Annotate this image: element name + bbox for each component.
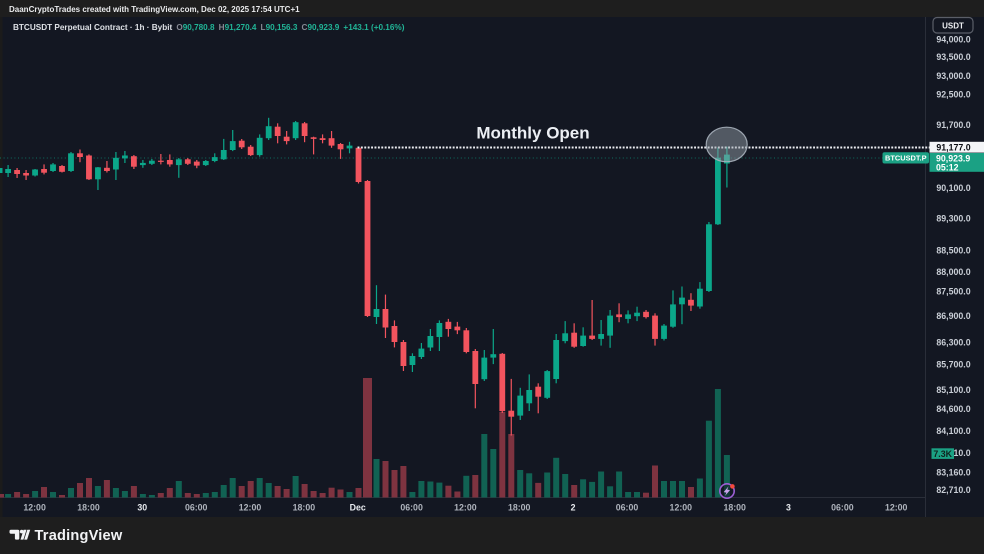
svg-text:93,500.0: 93,500.0 bbox=[936, 52, 970, 62]
svg-text:DaanCryptoTrades created with: DaanCryptoTrades created with TradingVie… bbox=[9, 5, 300, 14]
svg-text:91,177.0: 91,177.0 bbox=[936, 143, 970, 153]
svg-text:06:00: 06:00 bbox=[185, 503, 208, 513]
svg-text:2: 2 bbox=[571, 503, 576, 513]
svg-text:84,600.0: 84,600.0 bbox=[936, 404, 970, 414]
svg-text:Monthly Open: Monthly Open bbox=[476, 124, 589, 143]
svg-text:12:00: 12:00 bbox=[885, 503, 908, 513]
svg-text:85,700.0: 85,700.0 bbox=[936, 359, 970, 369]
svg-text:18:00: 18:00 bbox=[508, 503, 531, 513]
svg-text:12:00: 12:00 bbox=[670, 503, 693, 513]
svg-text:89,300.0: 89,300.0 bbox=[936, 214, 970, 224]
svg-text:82,710.0: 82,710.0 bbox=[936, 485, 970, 495]
svg-text:86,900.0: 86,900.0 bbox=[936, 311, 970, 321]
svg-text:18:00: 18:00 bbox=[293, 503, 316, 513]
svg-text:BTCUSDT Perpetual Contract · 1: BTCUSDT Perpetual Contract · 1h · Bybit … bbox=[13, 23, 405, 32]
svg-text:Dec: Dec bbox=[350, 503, 366, 513]
svg-text:92,500.0: 92,500.0 bbox=[936, 90, 970, 100]
svg-text:12:00: 12:00 bbox=[23, 503, 46, 513]
svg-text:86,300.0: 86,300.0 bbox=[936, 338, 970, 348]
svg-text:18:00: 18:00 bbox=[723, 503, 746, 513]
svg-text:05:12: 05:12 bbox=[936, 163, 959, 173]
svg-text:90,923.9: 90,923.9 bbox=[936, 154, 970, 164]
svg-text:06:00: 06:00 bbox=[616, 503, 639, 513]
svg-text:88,000.0: 88,000.0 bbox=[936, 267, 970, 277]
svg-text:12:00: 12:00 bbox=[454, 503, 477, 513]
svg-text:94,000.0: 94,000.0 bbox=[936, 35, 970, 45]
svg-text:06:00: 06:00 bbox=[400, 503, 423, 513]
svg-text:18:00: 18:00 bbox=[77, 503, 100, 513]
svg-text:91,700.0: 91,700.0 bbox=[936, 120, 970, 130]
svg-text:12:00: 12:00 bbox=[239, 503, 262, 513]
svg-text:83,160.0: 83,160.0 bbox=[936, 467, 970, 477]
svg-text:7.3K: 7.3K bbox=[933, 449, 952, 459]
svg-text:30: 30 bbox=[137, 503, 147, 513]
svg-text:93,000.0: 93,000.0 bbox=[936, 71, 970, 81]
svg-text:BTCUSDT.P: BTCUSDT.P bbox=[885, 154, 927, 163]
svg-text:TradingView: TradingView bbox=[35, 528, 123, 544]
svg-text:06:00: 06:00 bbox=[831, 503, 854, 513]
svg-text:87,500.0: 87,500.0 bbox=[936, 287, 970, 297]
svg-text:90,100.0: 90,100.0 bbox=[936, 183, 970, 193]
svg-text:3: 3 bbox=[786, 503, 791, 513]
svg-text:85,100.0: 85,100.0 bbox=[936, 385, 970, 395]
svg-text:USDT: USDT bbox=[942, 22, 964, 31]
svg-text:84,100.0: 84,100.0 bbox=[936, 426, 970, 436]
svg-text:88,500.0: 88,500.0 bbox=[936, 245, 970, 255]
